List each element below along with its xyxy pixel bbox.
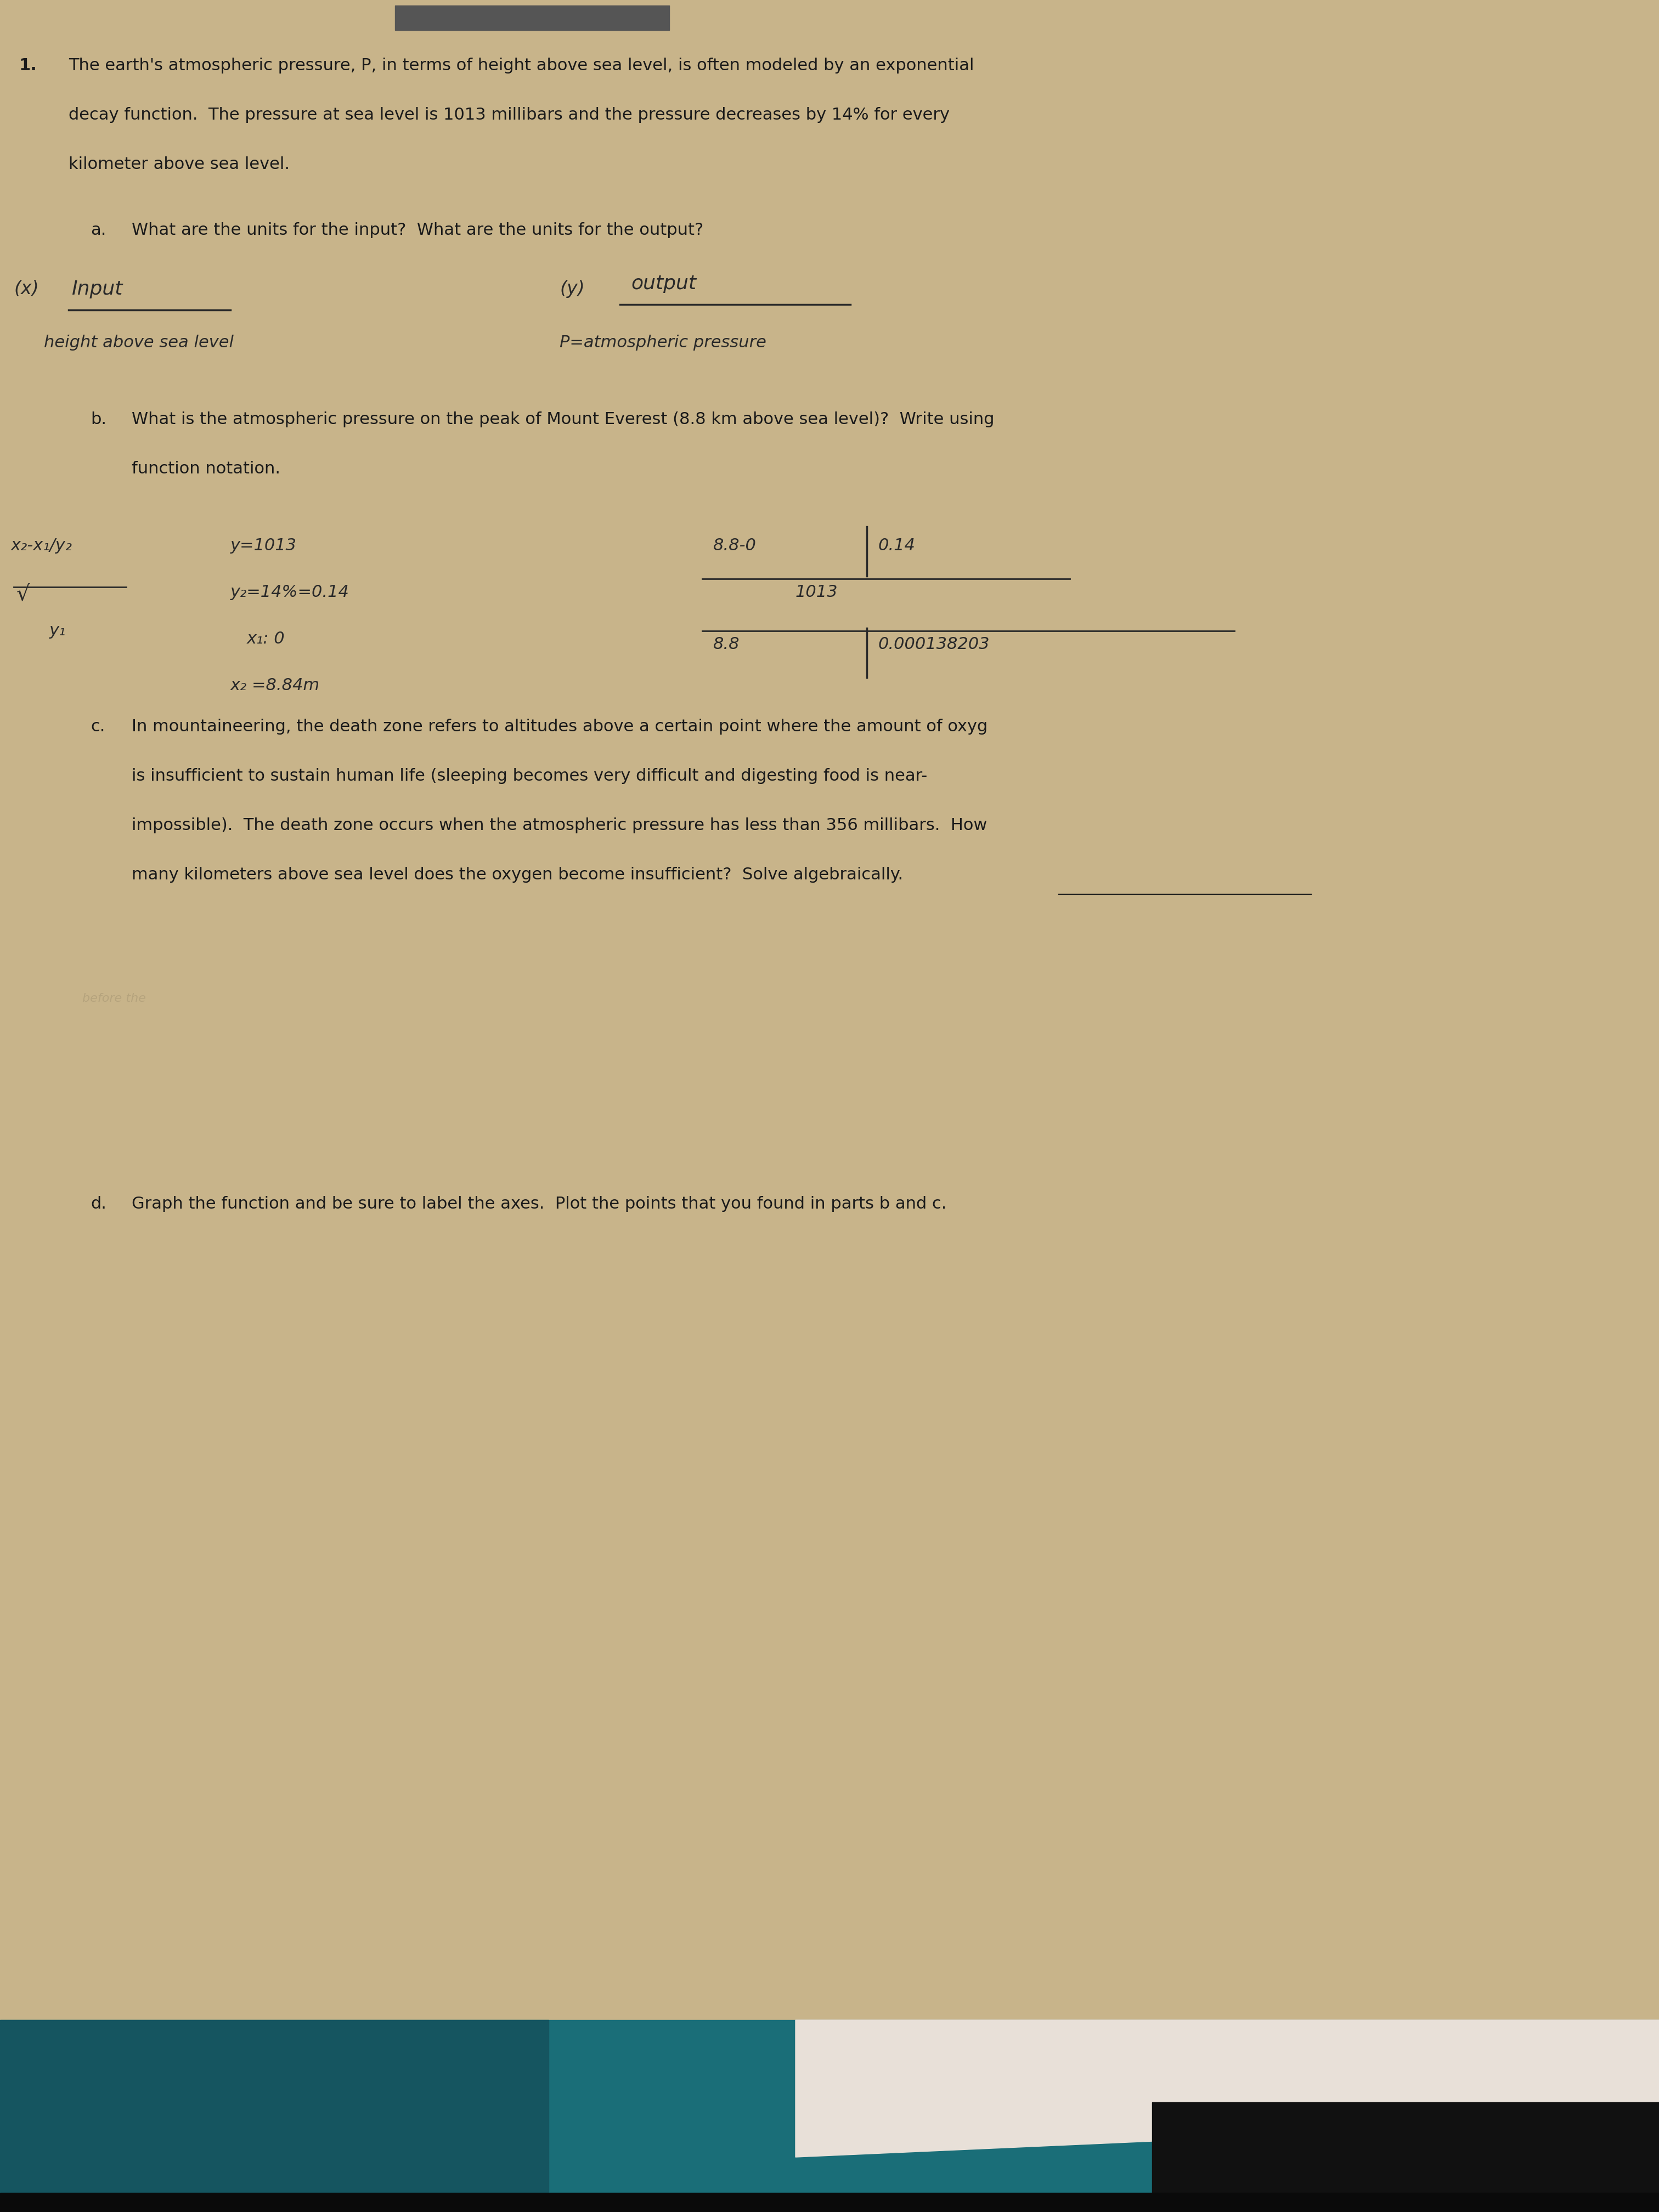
Text: a.: a. bbox=[91, 221, 106, 239]
Bar bbox=[395, 4, 669, 31]
Text: What are the units for the input?  What are the units for the output?: What are the units for the input? What a… bbox=[131, 221, 703, 239]
Text: 0.000138203: 0.000138203 bbox=[878, 637, 989, 653]
Text: y₁: y₁ bbox=[50, 622, 66, 639]
Text: impossible).  The death zone occurs when the atmospheric pressure has less than : impossible). The death zone occurs when … bbox=[131, 818, 987, 834]
Text: x₂ =8.84m: x₂ =8.84m bbox=[231, 677, 320, 692]
Text: is insufficient to sustain human life (sleeping becomes very difficult and diges: is insufficient to sustain human life (s… bbox=[131, 768, 927, 783]
Text: 8.8-0: 8.8-0 bbox=[713, 538, 757, 553]
Text: 8.8: 8.8 bbox=[713, 637, 740, 653]
Text: Input: Input bbox=[71, 279, 123, 299]
Text: y=1013: y=1013 bbox=[231, 538, 297, 553]
Bar bbox=[0, 2020, 549, 2212]
Text: √: √ bbox=[17, 584, 30, 606]
Text: 1.: 1. bbox=[20, 58, 36, 73]
Bar bbox=[0, 2192, 1659, 2212]
Text: decay function.  The pressure at sea level is 1013 millibars and the pressure de: decay function. The pressure at sea leve… bbox=[68, 106, 949, 124]
Text: d.: d. bbox=[91, 1197, 106, 1212]
Text: The earth's atmospheric pressure, P, in terms of height above sea level, is ofte: The earth's atmospheric pressure, P, in … bbox=[68, 58, 974, 73]
Text: 0.14: 0.14 bbox=[878, 538, 916, 553]
Text: In mountaineering, the death zone refers to altitudes above a certain point wher: In mountaineering, the death zone refers… bbox=[131, 719, 987, 734]
Text: Graph the function and be sure to label the axes.  Plot the points that you foun: Graph the function and be sure to label … bbox=[131, 1197, 947, 1212]
Text: function notation.: function notation. bbox=[131, 460, 280, 478]
Text: 1013: 1013 bbox=[795, 584, 838, 599]
Text: height above sea level: height above sea level bbox=[43, 334, 234, 349]
Text: b.: b. bbox=[91, 411, 106, 427]
Text: many kilometers above sea level does the oxygen become insufficient?  Solve alge: many kilometers above sea level does the… bbox=[131, 867, 902, 883]
Text: output: output bbox=[630, 274, 697, 292]
Text: (y): (y) bbox=[559, 279, 584, 299]
Text: before the: before the bbox=[83, 993, 146, 1004]
Polygon shape bbox=[795, 2020, 1659, 2157]
Text: c.: c. bbox=[91, 719, 105, 734]
Text: (x): (x) bbox=[13, 279, 38, 299]
Text: x₁: 0: x₁: 0 bbox=[247, 630, 285, 646]
Bar bbox=[0, 2020, 1659, 2212]
Text: x₂-x₁/y₂: x₂-x₁/y₂ bbox=[12, 538, 73, 553]
Text: P=atmospheric pressure: P=atmospheric pressure bbox=[559, 334, 766, 349]
Bar bbox=[1151, 2101, 1659, 2212]
Text: kilometer above sea level.: kilometer above sea level. bbox=[68, 157, 290, 173]
Text: y₂=14%=0.14: y₂=14%=0.14 bbox=[231, 584, 350, 599]
Text: What is the atmospheric pressure on the peak of Mount Everest (8.8 km above sea : What is the atmospheric pressure on the … bbox=[131, 411, 994, 427]
